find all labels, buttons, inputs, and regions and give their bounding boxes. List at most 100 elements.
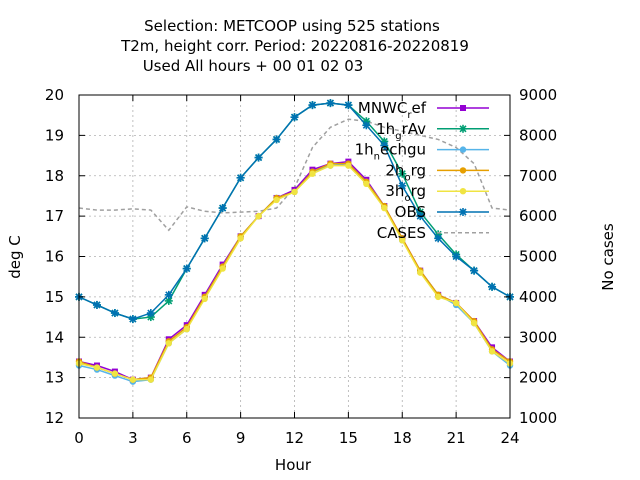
x-tick-label: 6 [182,429,192,447]
y2-tick-label: 8000 [519,126,557,144]
legend-text: rAv [402,120,427,138]
legend-text: 3h [385,182,404,200]
data-point-obs [416,212,425,221]
title-line-2: T2m, height corr. Period: 20220816-20220… [120,37,469,55]
legend-item-mnwc-ref: MNWCref [358,99,489,121]
series-3h-org [75,162,514,383]
y-tick-label: 12 [45,409,64,427]
series-line-3h-org [78,164,511,381]
data-point-3h-org [165,340,172,347]
marker-stroke [165,291,173,299]
legend-text: ef [411,99,426,117]
marker-stroke [290,113,299,121]
marker-stroke [459,125,467,133]
y2-tick-label: 2000 [519,369,557,387]
chart-title: Selection: METCOOP using 525 stations T2… [120,17,469,75]
y2-tick-label: 1000 [519,409,557,427]
data-point-3h-org [93,364,101,371]
legend-item-1h-nechgu: 1hnechgu [355,141,489,163]
legend-label-1h-nechgu: 1hnechgu [355,141,426,163]
legend-subscript: n [374,152,380,163]
marker-stroke [272,135,281,143]
y-tick-label: 18 [45,167,64,185]
data-point-3h-org [201,295,208,303]
data-point-3h-org [147,376,155,383]
y-axis-label: deg C [6,235,24,279]
data-point-3h-org [309,170,316,177]
marker-stroke [488,283,496,291]
y2-axis-label: No cases [599,223,617,291]
data-point-obs [164,290,173,299]
data-point-3h-org [345,162,352,169]
data-point-3h-org [452,299,460,307]
marker-stroke [255,154,263,162]
y2-tick-label: 6000 [519,207,557,225]
marker-stroke [470,267,478,275]
y2-tick-label: 4000 [519,288,557,306]
data-point-3h-org [111,370,119,377]
legend-subscript: g [395,131,401,142]
legend-marker-3h-org [459,188,467,195]
x-tick-label: 0 [74,429,84,447]
marker-stroke [326,99,334,107]
x-tick-label: 21 [447,429,466,447]
marker-stroke [129,315,137,323]
legend-label-cases: CASES [377,224,426,242]
data-point-3h-org [488,348,496,355]
data-point-3h-org [129,376,137,383]
data-point-3h-org [470,319,478,327]
data-point-obs [254,153,263,162]
legend-text: OBS [395,203,426,221]
legend-text: rg [411,182,426,200]
legend-text: CASES [377,224,426,242]
data-point-obs [308,101,317,110]
data-point-3h-org [327,162,334,169]
legend-text: 1h [355,141,374,159]
legend-text: MNWC [358,99,407,117]
data-point-obs [470,266,479,275]
data-point-obs [236,173,245,182]
legend-item-obs: OBS [395,203,489,221]
data-point-3h-org [363,180,370,188]
data-point-obs [290,113,299,122]
legend-text: rg [411,161,426,179]
legend-marker-1h-grav [459,124,467,133]
y-tick-label: 15 [45,288,64,306]
marker-stroke [147,309,155,317]
y2-tick-label: 7000 [519,167,557,185]
marker-stroke [237,174,245,182]
data-point-obs [380,141,389,150]
x-axis-label: Hour [275,456,312,474]
marker-stroke [201,234,209,242]
data-point-obs [92,300,101,309]
data-point-obs [434,234,443,243]
x-tick-label: 3 [128,429,138,447]
title-line-3: Used All hours + 00 01 02 03 [143,57,364,75]
legend-item-2h-org: 2horg [385,161,489,183]
data-point-obs [110,309,119,318]
x-tick-label: 15 [339,429,358,447]
legend-label-mnwc-ref: MNWCref [358,99,427,121]
data-point-3h-org [237,235,244,242]
legend-marker-mnwc-ref [460,105,466,111]
marker-stroke [344,101,352,109]
data-point-obs [344,101,353,110]
data-point-1h-grav [398,169,407,178]
y2-tick-label: 9000 [519,86,557,104]
marker-stroke [183,265,191,273]
y-tick-label: 13 [45,369,64,387]
y2-tick-label: 5000 [519,248,557,266]
marker-stroke [165,297,173,305]
data-point-3h-org [434,293,442,301]
y2-tick-label: 3000 [519,328,557,346]
data-point-obs [452,252,461,261]
legend-item-1h-grav: 1hgrAv [376,120,489,142]
legend-text: 2h [385,161,404,179]
legend-marker-1h-nechgu [459,146,467,153]
legend-item-3h-org: 3horg [385,182,489,204]
x-tick-label: 9 [236,429,246,447]
legend-text: echgu [380,141,426,159]
marker-stroke [452,252,460,261]
